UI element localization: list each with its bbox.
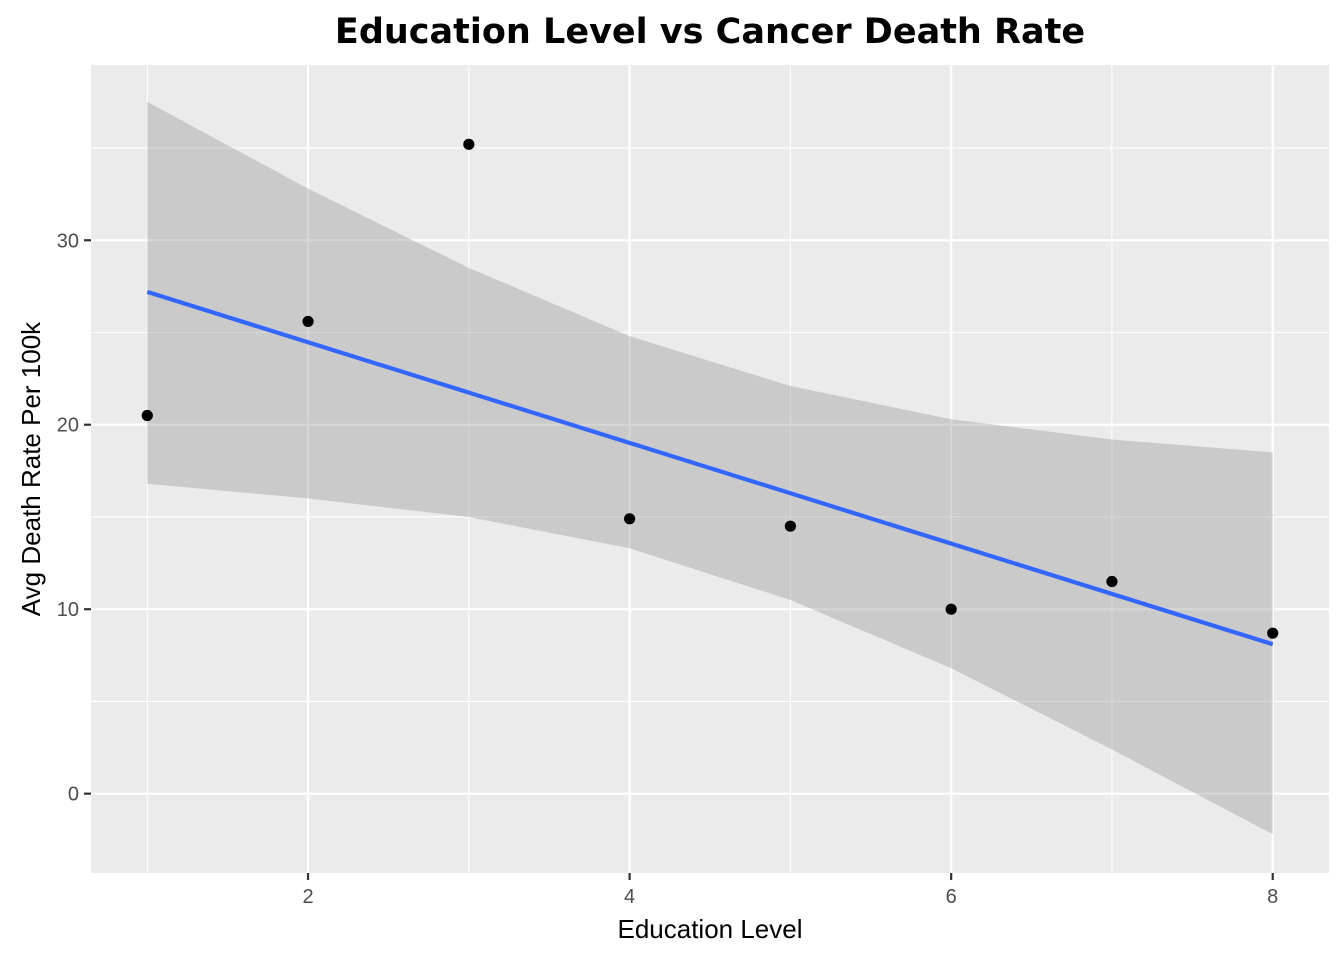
data-point bbox=[624, 513, 636, 525]
y-axis: 0 10 20 30 bbox=[57, 230, 91, 806]
data-point bbox=[784, 520, 796, 532]
chart-title: Education Level vs Cancer Death Rate bbox=[335, 12, 1085, 52]
data-point bbox=[141, 409, 153, 422]
data-points bbox=[141, 138, 1279, 639]
x-tick-label: 2 bbox=[302, 886, 313, 908]
y-tick-label: 20 bbox=[57, 415, 79, 437]
x-tick-label: 4 bbox=[624, 886, 635, 908]
x-tick-label: 8 bbox=[1267, 886, 1278, 908]
y-tick-label: 10 bbox=[57, 599, 79, 621]
y-axis-title: Avg Death Rate Per 100k bbox=[16, 321, 46, 616]
data-point bbox=[945, 603, 957, 615]
x-tick-label: 6 bbox=[946, 886, 957, 908]
data-point bbox=[302, 315, 314, 328]
grid-major bbox=[91, 65, 1329, 873]
regression-line bbox=[146, 289, 1274, 647]
x-axis: 2 4 6 8 bbox=[302, 873, 1278, 908]
grid-minor bbox=[91, 65, 1329, 873]
y-tick-label: 30 bbox=[57, 230, 79, 252]
data-point bbox=[1106, 575, 1118, 588]
data-point bbox=[1267, 627, 1279, 639]
x-axis-title: Education Level bbox=[617, 914, 802, 944]
data-point bbox=[463, 138, 475, 150]
y-tick-label: 0 bbox=[68, 784, 79, 806]
